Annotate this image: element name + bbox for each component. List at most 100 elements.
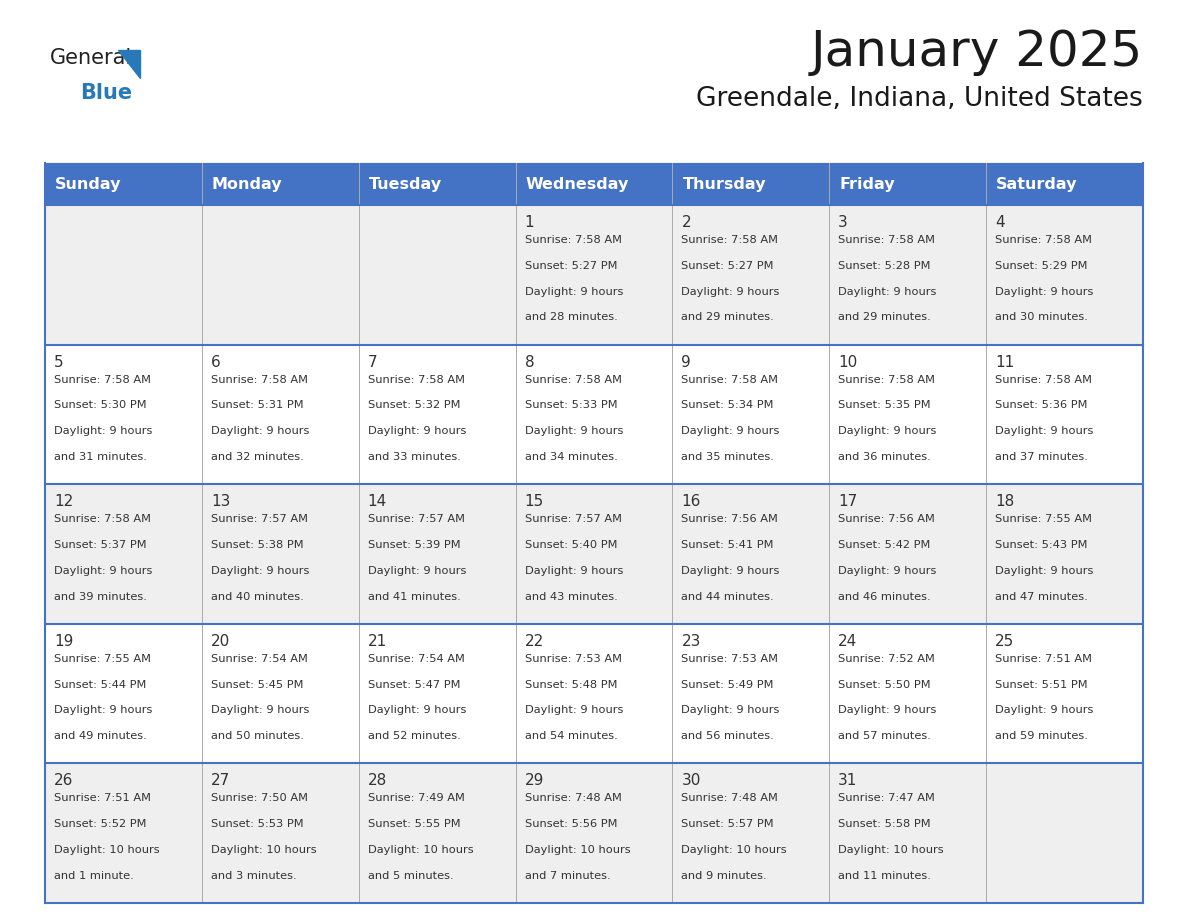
Bar (986, 344, 1143, 484)
Text: Sunrise: 7:55 AM: Sunrise: 7:55 AM (996, 514, 1092, 524)
Text: Daylight: 9 hours: Daylight: 9 hours (368, 705, 466, 715)
Text: 13: 13 (210, 494, 230, 509)
Text: and 5 minutes.: and 5 minutes. (368, 871, 454, 881)
Text: and 39 minutes.: and 39 minutes. (53, 592, 147, 601)
Text: Sunset: 5:50 PM: Sunset: 5:50 PM (839, 679, 931, 689)
Text: Sunrise: 7:56 AM: Sunrise: 7:56 AM (682, 514, 778, 524)
Text: and 11 minutes.: and 11 minutes. (839, 871, 931, 881)
Bar (672, 764, 829, 903)
Text: and 44 minutes.: and 44 minutes. (682, 592, 775, 601)
Text: Thursday: Thursday (682, 176, 766, 192)
Text: Sunday: Sunday (55, 176, 121, 192)
Text: and 7 minutes.: and 7 minutes. (525, 871, 611, 881)
Text: Daylight: 10 hours: Daylight: 10 hours (525, 845, 630, 855)
Text: 6: 6 (210, 354, 221, 370)
Text: 1: 1 (525, 215, 535, 230)
Text: and 3 minutes.: and 3 minutes. (210, 871, 297, 881)
Text: 31: 31 (839, 773, 858, 789)
Text: Daylight: 10 hours: Daylight: 10 hours (210, 845, 316, 855)
Bar (45, 764, 202, 903)
Text: 14: 14 (368, 494, 387, 509)
Bar (829, 624, 986, 764)
Text: Sunset: 5:51 PM: Sunset: 5:51 PM (996, 679, 1088, 689)
Text: 24: 24 (839, 633, 858, 649)
Bar (202, 484, 359, 624)
Bar (202, 624, 359, 764)
Text: 18: 18 (996, 494, 1015, 509)
Text: 10: 10 (839, 354, 858, 370)
Text: and 49 minutes.: and 49 minutes. (53, 732, 147, 741)
Text: 28: 28 (368, 773, 387, 789)
Text: Sunset: 5:44 PM: Sunset: 5:44 PM (53, 679, 146, 689)
Text: and 9 minutes.: and 9 minutes. (682, 871, 767, 881)
Text: Sunrise: 7:56 AM: Sunrise: 7:56 AM (839, 514, 935, 524)
Text: Daylight: 9 hours: Daylight: 9 hours (682, 565, 779, 576)
Text: 2: 2 (682, 215, 691, 230)
Text: and 36 minutes.: and 36 minutes. (839, 452, 931, 462)
Text: Sunset: 5:38 PM: Sunset: 5:38 PM (210, 540, 303, 550)
Text: and 33 minutes.: and 33 minutes. (368, 452, 461, 462)
Bar (986, 764, 1143, 903)
Text: Daylight: 9 hours: Daylight: 9 hours (996, 705, 1093, 715)
Bar (359, 344, 516, 484)
Text: Sunrise: 7:58 AM: Sunrise: 7:58 AM (525, 235, 621, 245)
Text: Sunset: 5:47 PM: Sunset: 5:47 PM (368, 679, 460, 689)
Text: Daylight: 10 hours: Daylight: 10 hours (53, 845, 159, 855)
Text: Sunrise: 7:58 AM: Sunrise: 7:58 AM (682, 235, 778, 245)
Text: Sunset: 5:53 PM: Sunset: 5:53 PM (210, 819, 303, 829)
Text: and 28 minutes.: and 28 minutes. (525, 312, 618, 322)
Text: Sunset: 5:45 PM: Sunset: 5:45 PM (210, 679, 303, 689)
Bar (672, 484, 829, 624)
Text: Greendale, Indiana, United States: Greendale, Indiana, United States (696, 86, 1143, 112)
Bar (45, 163, 1143, 205)
Text: Sunrise: 7:58 AM: Sunrise: 7:58 AM (53, 375, 151, 385)
Text: Sunrise: 7:57 AM: Sunrise: 7:57 AM (210, 514, 308, 524)
Text: and 29 minutes.: and 29 minutes. (839, 312, 931, 322)
Text: Daylight: 9 hours: Daylight: 9 hours (53, 705, 152, 715)
Bar (45, 344, 202, 484)
Text: Sunset: 5:28 PM: Sunset: 5:28 PM (839, 261, 930, 271)
Text: 4: 4 (996, 215, 1005, 230)
Bar (359, 205, 516, 344)
Text: and 43 minutes.: and 43 minutes. (525, 592, 618, 601)
Text: Sunset: 5:56 PM: Sunset: 5:56 PM (525, 819, 617, 829)
Bar (202, 205, 359, 344)
Bar (672, 205, 829, 344)
Text: Daylight: 9 hours: Daylight: 9 hours (368, 426, 466, 436)
Text: Sunset: 5:40 PM: Sunset: 5:40 PM (525, 540, 617, 550)
Text: Sunset: 5:29 PM: Sunset: 5:29 PM (996, 261, 1088, 271)
Text: and 30 minutes.: and 30 minutes. (996, 312, 1088, 322)
Text: and 47 minutes.: and 47 minutes. (996, 592, 1088, 601)
Text: Sunset: 5:48 PM: Sunset: 5:48 PM (525, 679, 617, 689)
Text: 23: 23 (682, 633, 701, 649)
Text: Sunset: 5:42 PM: Sunset: 5:42 PM (839, 540, 930, 550)
Text: Daylight: 9 hours: Daylight: 9 hours (996, 286, 1093, 297)
Text: and 59 minutes.: and 59 minutes. (996, 732, 1088, 741)
Text: and 35 minutes.: and 35 minutes. (682, 452, 775, 462)
Text: General: General (50, 48, 132, 68)
Bar (202, 344, 359, 484)
Text: Sunset: 5:33 PM: Sunset: 5:33 PM (525, 400, 618, 410)
Text: Daylight: 9 hours: Daylight: 9 hours (839, 565, 936, 576)
Text: and 57 minutes.: and 57 minutes. (839, 732, 931, 741)
Text: Wednesday: Wednesday (525, 176, 628, 192)
Text: Sunset: 5:36 PM: Sunset: 5:36 PM (996, 400, 1088, 410)
Text: Sunset: 5:49 PM: Sunset: 5:49 PM (682, 679, 773, 689)
Text: Daylight: 9 hours: Daylight: 9 hours (996, 426, 1093, 436)
Text: Daylight: 9 hours: Daylight: 9 hours (53, 426, 152, 436)
Text: and 46 minutes.: and 46 minutes. (839, 592, 931, 601)
Text: Sunrise: 7:58 AM: Sunrise: 7:58 AM (682, 375, 778, 385)
Text: Friday: Friday (839, 176, 895, 192)
Text: Daylight: 9 hours: Daylight: 9 hours (682, 286, 779, 297)
Text: Daylight: 9 hours: Daylight: 9 hours (368, 565, 466, 576)
Text: Sunrise: 7:57 AM: Sunrise: 7:57 AM (525, 514, 621, 524)
Bar (516, 764, 672, 903)
Text: and 32 minutes.: and 32 minutes. (210, 452, 304, 462)
Text: Blue: Blue (80, 83, 132, 103)
Text: Daylight: 9 hours: Daylight: 9 hours (525, 565, 623, 576)
Text: Daylight: 9 hours: Daylight: 9 hours (996, 565, 1093, 576)
Bar (829, 484, 986, 624)
Text: Sunrise: 7:51 AM: Sunrise: 7:51 AM (53, 793, 151, 803)
Text: Sunrise: 7:57 AM: Sunrise: 7:57 AM (368, 514, 465, 524)
Bar (516, 624, 672, 764)
